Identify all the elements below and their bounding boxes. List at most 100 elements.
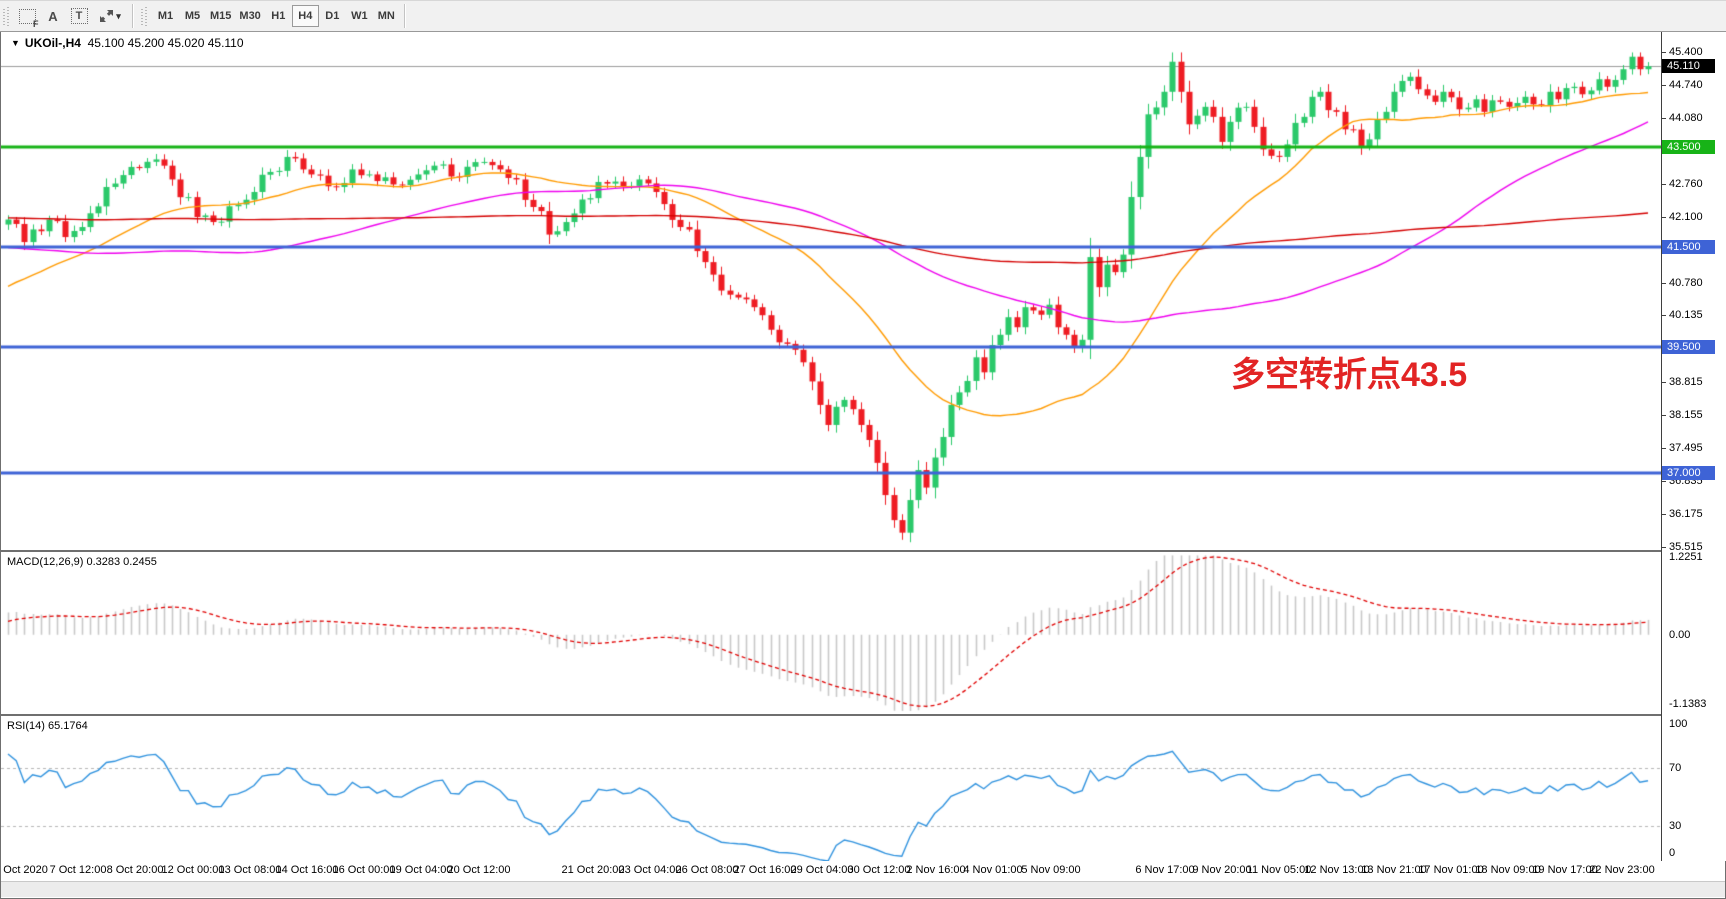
fibo-grid-tool-button[interactable]: F xyxy=(14,4,40,29)
price-tick-label: 36.175 xyxy=(1669,508,1703,520)
date-tick-label: 8 Oct 20:00 xyxy=(106,864,164,876)
toolbar: F A T ▾ M1 M5 M15 M30 H1 H4 D1 W1 MN xyxy=(0,1,1726,32)
date-tick-label: 9 Nov 20:00 xyxy=(1192,864,1252,876)
price-level-badge: 37.000 xyxy=(1662,466,1715,480)
timeframe-button-m30[interactable]: M30 xyxy=(235,5,264,27)
price-tick-mark xyxy=(1662,481,1666,482)
macd-tick-label: 1.2251 xyxy=(1669,551,1703,563)
macd-tick-label: 0.00 xyxy=(1669,629,1691,641)
price-axis[interactable]: 45.400 44.740 44.080 42.760 42.100 40.780 40.1… xyxy=(1661,32,1726,861)
price-tick-label: 40.135 xyxy=(1669,309,1703,321)
fibo-grid-icon: F xyxy=(18,8,39,29)
date-tick-label: 4 Nov 01:00 xyxy=(963,864,1023,876)
rsi-label: RSI(14) 65.1764 xyxy=(7,720,88,732)
macd-label: MACD(12,26,9) 0.3283 0.2455 xyxy=(7,556,157,568)
price-tick-label: 45.400 xyxy=(1669,46,1703,58)
timeframe-button-m15[interactable]: M15 xyxy=(206,5,235,27)
date-tick-label: 22 Nov 23:00 xyxy=(1589,864,1655,876)
symbol-timeframe-label: UKOil-,H4 xyxy=(24,36,81,50)
date-tick-label: 21 Oct 20:00 xyxy=(561,864,625,876)
text-tool-button[interactable]: T xyxy=(66,4,92,28)
chart-window: ▼ UKOil-,H4 45.100 45.200 45.020 45.110 M… xyxy=(0,32,1726,899)
date-tick-label: 11 Nov 05:00 xyxy=(1246,864,1312,876)
rsi-tick-label: 100 xyxy=(1669,718,1688,730)
date-tick-label: 27 Oct 16:00 xyxy=(733,864,797,876)
date-tick-label: 13 Oct 08:00 xyxy=(218,864,282,876)
price-tick-mark xyxy=(1662,184,1666,185)
date-tick-label: 12 Oct 00:00 xyxy=(161,864,225,876)
price-tick-mark xyxy=(1662,415,1666,416)
price-tick-label: 44.740 xyxy=(1669,79,1703,91)
price-tick-label: 40.780 xyxy=(1669,277,1703,289)
date-tick-label: 16 Oct 00:00 xyxy=(332,864,396,876)
macd-values: 0.3283 0.2455 xyxy=(86,556,157,568)
price-tick-label: 38.155 xyxy=(1669,409,1703,421)
date-tick-label: 30 Oct 12:00 xyxy=(847,864,911,876)
price-tick-label: 35.515 xyxy=(1669,541,1703,553)
price-level-badge: 45.110 xyxy=(1662,59,1715,73)
symbol-dropdown-icon[interactable]: ▼ xyxy=(11,38,20,48)
toolbar-grip[interactable] xyxy=(3,6,9,26)
label-a-icon: A xyxy=(48,8,58,24)
timeframe-button-m1[interactable]: M1 xyxy=(152,5,179,27)
date-tick-label: 23 Oct 04:00 xyxy=(618,864,682,876)
timeframe-button-h1[interactable]: H1 xyxy=(265,5,292,27)
timeframe-button-m5[interactable]: M5 xyxy=(179,5,206,27)
date-tick-label: 13 Nov 21:00 xyxy=(1361,864,1427,876)
date-tick-label: 19 Nov 17:00 xyxy=(1532,864,1598,876)
price-tick-mark xyxy=(1662,315,1666,316)
price-tick-mark xyxy=(1662,52,1666,53)
date-tick-label: 6 Nov 17:00 xyxy=(1135,864,1195,876)
rsi-panel-canvas[interactable] xyxy=(1,716,1661,861)
price-tick-mark xyxy=(1662,448,1666,449)
price-tick-mark xyxy=(1662,514,1666,515)
date-tick-label: 2 Nov 16:00 xyxy=(906,864,966,876)
chart-annotation-text[interactable]: 多空转折点43.5 xyxy=(1231,356,1468,394)
price-level-badge: 41.500 xyxy=(1662,240,1715,254)
label-tool-button[interactable]: A xyxy=(40,4,66,28)
panel-separator-macd[interactable] xyxy=(1,550,1725,552)
rsi-tick-label: 70 xyxy=(1669,762,1682,774)
date-tick-label: 6 Oct 2020 xyxy=(0,864,48,876)
price-tick-mark xyxy=(1662,382,1666,383)
timeframe-button-w1[interactable]: W1 xyxy=(346,5,373,27)
date-tick-label: 19 Oct 04:00 xyxy=(389,864,453,876)
price-tick-label: 44.080 xyxy=(1669,112,1703,124)
date-tick-label: 20 Oct 12:00 xyxy=(447,864,511,876)
text-t-icon: T xyxy=(70,8,88,24)
price-tick-label: 38.815 xyxy=(1669,376,1703,388)
price-tick-mark xyxy=(1662,547,1666,548)
toolbar-separator xyxy=(403,4,406,28)
dropdown-caret-icon: ▾ xyxy=(116,10,121,21)
panel-separator-rsi[interactable] xyxy=(1,714,1725,716)
bottom-strip xyxy=(1,881,1725,897)
date-tick-label: 26 Oct 08:00 xyxy=(675,864,739,876)
price-level-badge: 39.500 xyxy=(1662,340,1715,354)
price-tick-mark xyxy=(1662,85,1666,86)
arrows-icon xyxy=(100,10,114,22)
timeframe-grip[interactable] xyxy=(141,6,147,26)
date-tick-label: 18 Nov 09:00 xyxy=(1475,864,1541,876)
timeframe-button-h4[interactable]: H4 xyxy=(291,5,319,27)
price-chart-canvas[interactable] xyxy=(1,32,1661,552)
arrows-tool-button[interactable]: ▾ xyxy=(92,4,128,28)
timeframe-button-mn[interactable]: MN xyxy=(373,5,400,27)
price-tick-mark xyxy=(1662,118,1666,119)
chart-title: ▼ UKOil-,H4 45.100 45.200 45.020 45.110 xyxy=(11,36,244,50)
rsi-tick-label: 0 xyxy=(1669,847,1676,859)
macd-tick-label: -1.1383 xyxy=(1669,698,1707,710)
price-tick-label: 37.495 xyxy=(1669,442,1703,454)
date-tick-label: 17 Nov 01:00 xyxy=(1418,864,1484,876)
macd-panel-canvas[interactable] xyxy=(1,552,1661,714)
ohlc-values: 45.100 45.200 45.020 45.110 xyxy=(87,36,244,50)
rsi-value: 65.1764 xyxy=(47,720,88,732)
price-tick-label: 42.100 xyxy=(1669,211,1703,223)
date-tick-label: 12 Nov 13:00 xyxy=(1304,864,1370,876)
price-tick-mark xyxy=(1662,217,1666,218)
date-tick-label: 29 Oct 04:00 xyxy=(790,864,854,876)
toolbar-separator xyxy=(132,4,134,28)
timeframe-button-d1[interactable]: D1 xyxy=(319,5,346,27)
date-tick-label: 5 Nov 09:00 xyxy=(1021,864,1081,876)
